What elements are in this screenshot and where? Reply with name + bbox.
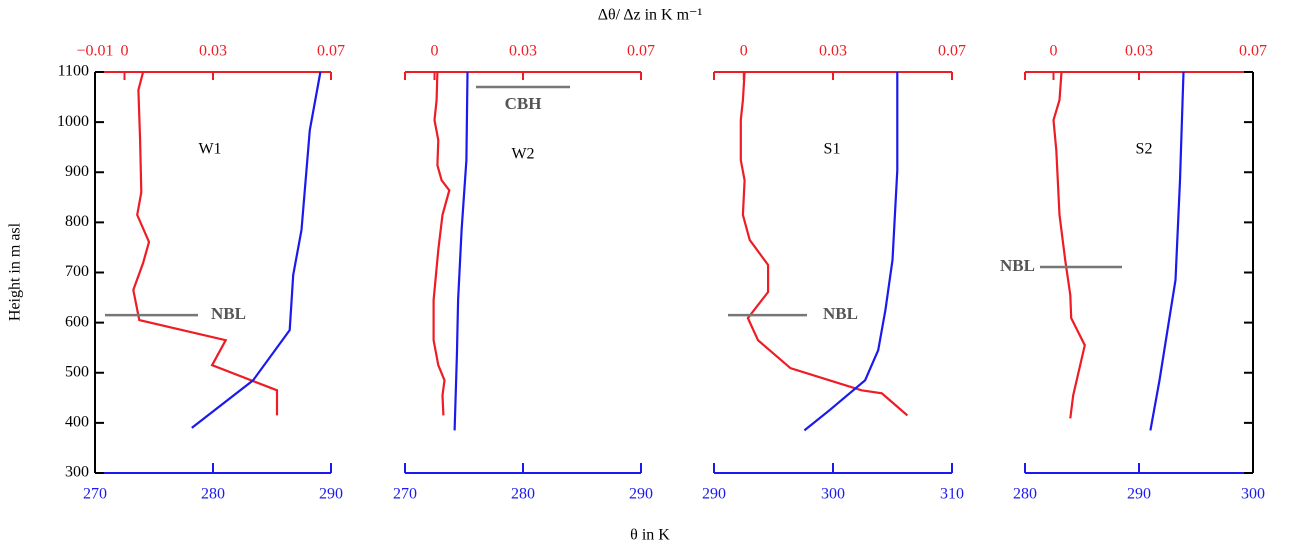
- panel-label: S1: [824, 141, 841, 158]
- y-tick-label: 900: [65, 163, 89, 180]
- profile-line: [432, 71, 451, 416]
- panel-label: S2: [1136, 141, 1153, 158]
- bottom-tick-label: 280: [1013, 486, 1037, 503]
- bottom-tick-label: 270: [393, 486, 417, 503]
- top-tick-label: 0: [1050, 43, 1058, 60]
- top-tick-label: 0.03: [1125, 43, 1153, 60]
- top-tick-label: 0: [121, 43, 129, 60]
- panel-label: W1: [198, 141, 221, 158]
- top-tick-label: 0.07: [1239, 43, 1267, 60]
- top-tick-label: 0: [431, 43, 439, 60]
- bottom-tick-label: 280: [511, 486, 535, 503]
- profile-line: [1149, 71, 1185, 431]
- profile-line: [739, 71, 909, 417]
- profile-line: [453, 71, 469, 431]
- y-tick-label: 600: [65, 313, 89, 330]
- bottom-tick-label: 290: [319, 486, 343, 503]
- bottom-tick-label: 280: [201, 486, 225, 503]
- bottom-tick-label: 290: [702, 486, 726, 503]
- top-tick-label: 0.07: [317, 43, 345, 60]
- profile-line: [191, 71, 322, 429]
- top-tick-label: 0.07: [627, 43, 655, 60]
- bottom-tick-label: 290: [1127, 486, 1151, 503]
- y-axis-title: Height in m asl: [7, 222, 24, 321]
- bottom-axis-title: θ in K: [630, 527, 670, 544]
- profile-line: [803, 72, 899, 432]
- y-tick-label: 1000: [57, 113, 89, 130]
- y-tick-label: 500: [65, 363, 89, 380]
- bottom-tick-label: 270: [83, 486, 107, 503]
- y-tick-label: 300: [65, 464, 89, 481]
- bottom-tick-label: 300: [1241, 486, 1265, 503]
- bottom-tick-label: 290: [629, 486, 653, 503]
- top-tick-label: 0.07: [938, 43, 966, 60]
- bottom-tick-label: 300: [821, 486, 845, 503]
- y-tick-label: 400: [65, 414, 89, 431]
- top-tick-label: −0.01: [76, 43, 113, 60]
- annotation-label: NBL: [211, 304, 246, 323]
- profile-line: [132, 71, 279, 416]
- top-tick-label: 0: [740, 43, 748, 60]
- annotation-label: NBL: [1000, 256, 1035, 275]
- y-tick-label: 800: [65, 213, 89, 230]
- bottom-tick-label: 310: [940, 486, 964, 503]
- annotation-label: NBL: [823, 304, 858, 323]
- panel-label: W2: [511, 146, 534, 163]
- top-tick-label: 0.03: [509, 43, 537, 60]
- top-tick-label: 0.03: [819, 43, 847, 60]
- profile-line: [1052, 71, 1086, 419]
- top-tick-label: 0.03: [199, 43, 227, 60]
- y-tick-label: 1100: [58, 63, 89, 80]
- top-axis-title: Δθ/ Δz in K m⁻¹: [598, 7, 703, 24]
- annotation-label: CBH: [505, 94, 542, 113]
- y-tick-label: 700: [65, 263, 89, 280]
